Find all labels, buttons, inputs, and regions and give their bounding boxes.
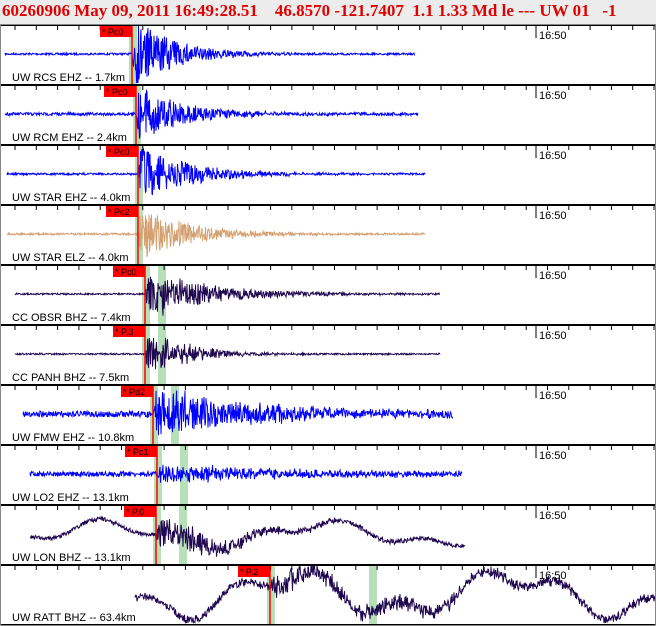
channel-panel[interactable]: 16:50 * Pc0 UW RCM EHZ -- 2.4km — [0, 84, 656, 144]
pick-flag[interactable] — [121, 386, 153, 397]
s-window — [369, 566, 377, 624]
channel-panel[interactable]: 16:50 * P.0 UW LON BHZ -- 13.1km — [0, 504, 656, 564]
time-label: 16:50 — [539, 450, 567, 462]
channel-label: UW LON BHZ -- 13.1km — [12, 552, 131, 564]
pick-label: * Pc0 — [106, 87, 128, 97]
p-window — [150, 386, 158, 444]
channel-panel[interactable]: 16:50 * Pc1 UW LO2 EHZ -- 13.1km — [0, 444, 656, 504]
time-label: 16:50 — [539, 150, 567, 162]
channel-panel[interactable]: 16:50 * P.2 UW RATT BHZ -- 63.4km — [0, 564, 656, 625]
waveform-trace — [22, 390, 454, 436]
time-label: 16:50 — [539, 390, 567, 402]
pick-label: * Pc0 — [102, 27, 124, 37]
panel-background — [0, 504, 656, 564]
time-label: 16:50 — [539, 210, 567, 222]
waveform-trace — [6, 147, 426, 196]
pick-label: * Pc0 — [115, 267, 137, 277]
time-label: 16:50 — [539, 510, 567, 522]
waveform-trace — [4, 88, 419, 139]
channel-label: UW RCM EHZ -- 2.4km — [12, 132, 127, 144]
p-window — [154, 446, 162, 504]
channel-label: UW RATT BHZ -- 63.4km — [12, 612, 136, 624]
pick-flag[interactable] — [238, 566, 270, 577]
channel-label: CC OBSR BHZ -- 7.4km — [12, 312, 131, 324]
pick-label: * Pc1 — [127, 447, 149, 457]
pick-label: * Pd2 — [123, 387, 145, 397]
waveform-trace — [6, 214, 426, 257]
time-label: 16:50 — [539, 30, 567, 42]
channel-panel[interactable]: 16:50 * P.3 CC PANH BHZ -- 7.5km — [0, 324, 656, 384]
channel-label: UW RCS EHZ -- 1.7km — [12, 72, 125, 84]
seismogram-panels[interactable]: 16:50 * Pc0 UW RCS EHZ -- 1.7km 16:50 * Pc0 U… — [0, 24, 656, 626]
time-label: 16:50 — [539, 570, 567, 582]
channel-label: UW STAR EHZ -- 4.0km — [12, 192, 130, 204]
channel-panel[interactable]: 16:50 * Pc0 UW RCS EHZ -- 1.7km — [0, 24, 656, 84]
pick-flag[interactable] — [125, 446, 157, 457]
channel-label: CC PANH BHZ -- 7.5km — [12, 372, 129, 384]
waveform-trace — [29, 464, 463, 483]
waveform-trace — [14, 337, 441, 370]
channel-panel[interactable]: 16:50 * Pd2 UW FMW EHZ -- 10.8km — [0, 384, 656, 444]
waveform-trace — [14, 276, 441, 316]
pick-flag[interactable] — [106, 146, 138, 157]
waveform-trace — [4, 25, 416, 84]
waveform-trace — [29, 515, 466, 557]
pick-flag[interactable] — [104, 86, 136, 97]
pick-flag[interactable] — [106, 206, 138, 217]
time-label: 16:50 — [539, 90, 567, 102]
s-window — [180, 446, 188, 504]
p-window — [133, 86, 141, 144]
channel-panel[interactable]: 16:50 * Pc0 CC OBSR BHZ -- 7.4km — [0, 264, 656, 324]
channel-panel[interactable]: 16:50 * Pc0 UW STAR EHZ -- 4.0km — [0, 144, 656, 204]
p-window — [129, 26, 137, 84]
pick-flag[interactable] — [113, 326, 145, 337]
channel-label: UW LO2 EHZ -- 13.1km — [12, 492, 129, 504]
time-label: 16:50 — [539, 330, 567, 342]
p-window — [267, 566, 275, 624]
pick-label: * P.0 — [126, 507, 144, 517]
pick-label: * P.3 — [115, 327, 133, 337]
pick-flag[interactable] — [124, 506, 156, 517]
event-header: 60260906 May 09, 2011 16:49:28.51 46.857… — [0, 0, 656, 24]
channel-label: UW FMW EHZ -- 10.8km — [12, 432, 134, 444]
pick-flag[interactable] — [100, 26, 132, 37]
waveform-trace — [134, 564, 656, 625]
channel-panel[interactable]: 16:50 * Pc2 UW STAR ELZ -- 4.0km — [0, 204, 656, 264]
pick-label: * Pc0 — [108, 147, 130, 157]
pick-label: * P.2 — [240, 567, 258, 577]
pick-flag[interactable] — [113, 266, 145, 277]
pick-label: * Pc2 — [108, 207, 130, 217]
time-label: 16:50 — [539, 270, 567, 282]
channel-label: UW STAR ELZ -- 4.0km — [12, 252, 129, 264]
